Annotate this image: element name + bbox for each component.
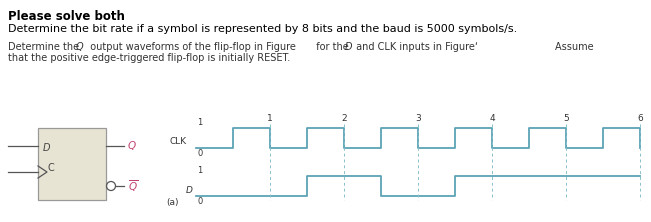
Bar [38,128,106,200]
Text: Determine the bit rate if a symbol is represented by 8 bits and the baud is 5000: Determine the bit rate if a symbol is re… [8,24,518,34]
Text: $\overline{Q}$: $\overline{Q}$ [128,178,138,194]
Text: 6: 6 [637,114,643,123]
Text: D: D [186,186,193,195]
Text: 1: 1 [197,166,202,175]
Text: Q: Q [128,141,136,151]
Text: (a): (a) [167,198,179,207]
Text: 4: 4 [489,114,495,123]
Text: 0: 0 [197,149,202,158]
Text: for the: for the [310,42,352,52]
Text: Assume: Assume [530,42,594,52]
Text: Please solve both: Please solve both [8,10,125,23]
Text: 0: 0 [197,197,202,206]
Text: 1: 1 [267,114,273,123]
Text: CLK: CLK [170,137,187,146]
Text: Q: Q [76,42,83,52]
Text: D: D [43,143,51,153]
Text: Determine the: Determine the [8,42,82,52]
Text: that the positive edge-triggered flip-flop is initially RESET.: that the positive edge-triggered flip-fl… [8,53,290,63]
Text: D: D [345,42,352,52]
Text: 5: 5 [563,114,569,123]
Text: 3: 3 [415,114,421,123]
Text: and CLK inputs in Figure‘: and CLK inputs in Figure‘ [353,42,478,52]
Text: C: C [48,163,55,173]
Text: 2: 2 [341,114,347,123]
Text: output waveforms of the flip-flop in Figure: output waveforms of the flip-flop in Fig… [84,42,296,52]
Text: 1: 1 [197,118,202,127]
